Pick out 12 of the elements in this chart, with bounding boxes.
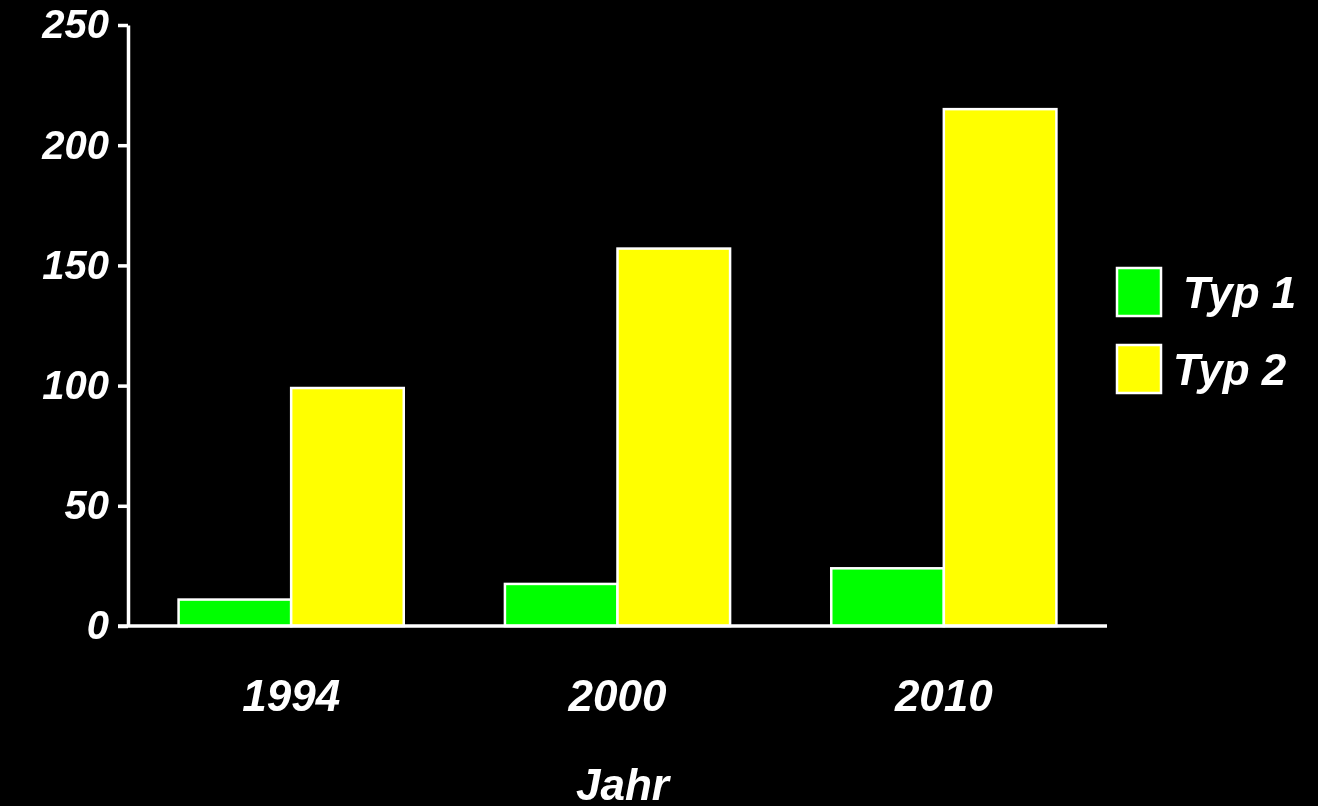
legend-label: Typ 1 xyxy=(1183,268,1297,317)
x-tick-label: 2000 xyxy=(567,671,667,720)
y-tick-label: 150 xyxy=(42,242,109,287)
y-tick-label: 50 xyxy=(64,483,109,528)
y-tick-label: 100 xyxy=(42,362,109,407)
y-tick-label: 200 xyxy=(41,122,109,167)
x-axis-title: Jahr xyxy=(576,760,672,806)
x-tick-label: 1994 xyxy=(242,671,341,720)
legend-label: Typ 2 xyxy=(1173,345,1287,394)
y-tick-label: 250 xyxy=(41,2,109,47)
x-tick-label: 2010 xyxy=(893,671,994,720)
y-tick-label: 0 xyxy=(86,603,109,648)
